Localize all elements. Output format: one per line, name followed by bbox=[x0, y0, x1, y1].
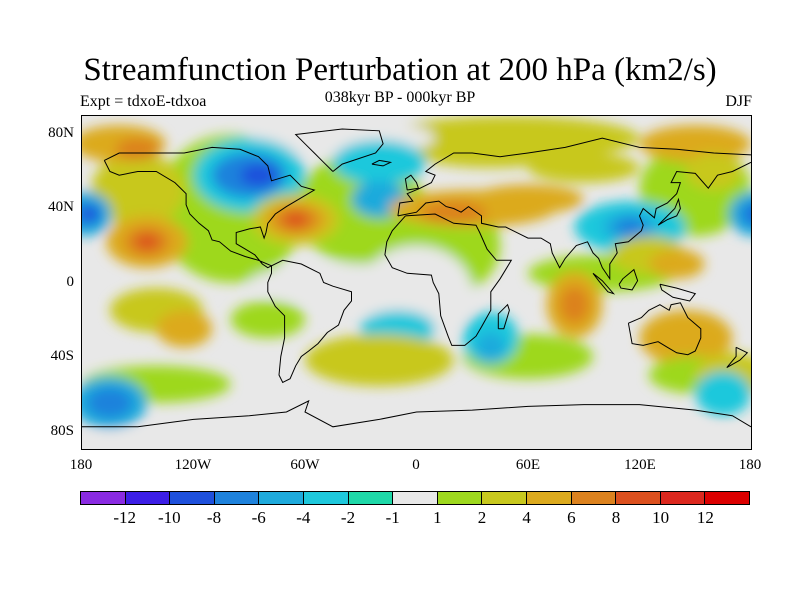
map-panel bbox=[81, 115, 752, 450]
colorbar-label: 6 bbox=[567, 508, 576, 527]
colorbar-swatch bbox=[303, 492, 349, 504]
colorbar-label: 4 bbox=[522, 508, 531, 527]
lon-tick-180w: 180 bbox=[69, 457, 93, 473]
field-shading bbox=[135, 234, 159, 250]
lat-tick-40s: 40S bbox=[50, 348, 74, 364]
colorbar-swatch bbox=[81, 492, 126, 504]
field-shading bbox=[639, 125, 751, 163]
coastline bbox=[103, 146, 316, 269]
field-shading bbox=[615, 217, 646, 237]
coastline bbox=[726, 346, 749, 369]
colorbar-label: 8 bbox=[611, 508, 621, 527]
lon-tick-0: 0 bbox=[412, 457, 420, 473]
field-shading bbox=[528, 153, 640, 183]
field-shading bbox=[305, 334, 454, 387]
field-shading bbox=[82, 206, 101, 222]
field-shading bbox=[559, 286, 590, 324]
field-shading bbox=[472, 184, 584, 215]
colorbar-swatch bbox=[125, 492, 171, 504]
plot-subtitle: 038kyr BP - 000kyr BP bbox=[324, 89, 476, 106]
colorbar-label: -10 bbox=[157, 508, 181, 527]
coastline bbox=[371, 159, 393, 167]
lon-tick-120e: 120E bbox=[624, 457, 656, 473]
plot-title: Streamfunction Perturbation at 200 hPa (… bbox=[83, 52, 717, 88]
lat-tick-80n: 80N bbox=[48, 125, 74, 141]
colorbar-label: -2 bbox=[340, 508, 356, 527]
coastline bbox=[657, 197, 681, 226]
field-shading bbox=[284, 212, 307, 227]
colorbar-label: 10 bbox=[652, 508, 670, 527]
field-shading bbox=[239, 164, 278, 187]
lon-tick-60w: 60W bbox=[290, 457, 320, 473]
field-shading bbox=[695, 371, 751, 416]
colorbar-swatch bbox=[393, 492, 438, 504]
field-shading bbox=[739, 201, 751, 227]
colorbar-label: -8 bbox=[206, 508, 222, 527]
field-shading bbox=[648, 249, 705, 279]
colorbar-swatch bbox=[571, 492, 617, 504]
colorbar-label: 2 bbox=[477, 508, 487, 527]
field-shading bbox=[115, 138, 161, 161]
colorbar-swatch bbox=[705, 492, 749, 504]
coastline bbox=[384, 213, 513, 346]
field-shading bbox=[420, 201, 488, 224]
lon-tick-60e: 60E bbox=[515, 457, 541, 473]
field-shading bbox=[332, 140, 426, 185]
colorbar-swatch bbox=[348, 492, 394, 504]
lon-tick-180e: 180 bbox=[738, 457, 762, 473]
coastline bbox=[267, 259, 352, 384]
colorbar-swatch bbox=[616, 492, 661, 504]
field-shading bbox=[416, 138, 566, 168]
field-shading bbox=[156, 310, 213, 348]
coastline bbox=[397, 161, 751, 281]
colorbar-label: -1 bbox=[385, 508, 400, 527]
colorbar-swatch bbox=[437, 492, 483, 504]
field-shading bbox=[639, 310, 733, 366]
field-shading bbox=[230, 301, 305, 338]
colorbar-swatch bbox=[660, 492, 706, 504]
colorbar-swatch bbox=[482, 492, 527, 504]
colorbar-swatch bbox=[214, 492, 260, 504]
colorbar bbox=[80, 491, 750, 505]
coastline bbox=[82, 399, 751, 428]
experiment-label: Expt = tdxoE-tdxoa bbox=[80, 93, 207, 110]
colorbar-label: -6 bbox=[251, 508, 266, 527]
field-shading bbox=[91, 153, 185, 227]
coastline bbox=[618, 268, 639, 291]
coastline bbox=[294, 128, 384, 172]
colorbar-label: 1 bbox=[433, 508, 442, 527]
lat-tick-0: 0 bbox=[66, 274, 75, 290]
season-label: DJF bbox=[725, 93, 752, 110]
field-shading bbox=[87, 387, 133, 418]
coastline bbox=[592, 272, 616, 295]
coastline bbox=[404, 174, 420, 191]
coastline bbox=[497, 303, 510, 330]
field-shading bbox=[82, 424, 751, 449]
field-shading bbox=[475, 332, 506, 363]
colorbar-label: -12 bbox=[113, 508, 136, 527]
lat-tick-80s: 80S bbox=[50, 423, 74, 439]
colorbar-swatch bbox=[526, 492, 572, 504]
lon-tick-120w: 120W bbox=[174, 457, 212, 473]
colorbar-swatch bbox=[170, 492, 215, 504]
coastline bbox=[397, 137, 751, 216]
field-shading bbox=[685, 153, 742, 190]
map-canvas bbox=[82, 116, 751, 449]
coastline bbox=[659, 283, 697, 302]
colorbar-label: 12 bbox=[696, 508, 714, 527]
colorbar-swatch bbox=[259, 492, 304, 504]
colorbar-label: -4 bbox=[296, 508, 311, 527]
coastline bbox=[627, 302, 702, 356]
lat-tick-40n: 40N bbox=[48, 199, 74, 215]
